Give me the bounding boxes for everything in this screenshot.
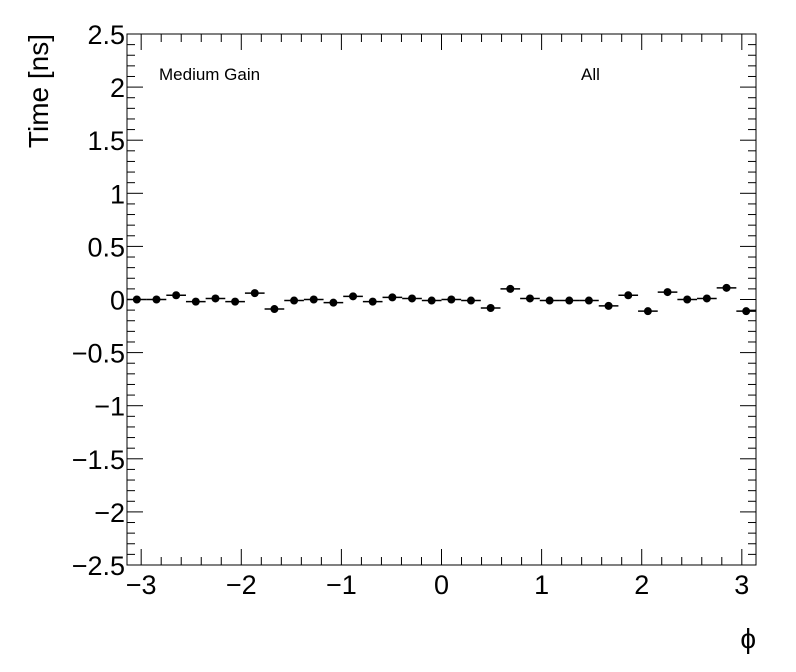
x-tick-label: 2 (634, 570, 649, 600)
annotation-selection: All (581, 65, 600, 84)
data-points (127, 283, 756, 316)
marker (604, 301, 613, 310)
x-tick-label: −2 (226, 570, 257, 600)
marker (152, 295, 161, 304)
marker (231, 297, 240, 306)
marker (211, 294, 220, 303)
y-tick-label: 2 (110, 73, 125, 103)
y-tick-label: −1 (94, 392, 125, 422)
data-point (362, 297, 383, 306)
y-tick-label: 0 (110, 286, 125, 316)
y-axis-title: Time [ns] (23, 34, 54, 148)
y-tick-label: 1 (110, 179, 125, 209)
data-point (244, 289, 265, 298)
data-point (461, 296, 481, 305)
marker (250, 289, 259, 298)
data-point (382, 293, 403, 302)
marker (349, 292, 358, 301)
y-tick-label: −2.5 (72, 551, 125, 581)
data-point (598, 301, 619, 310)
data-point (343, 292, 363, 301)
data-point (638, 307, 658, 316)
data-point (264, 305, 285, 314)
annotation-gain: Medium Gain (159, 65, 260, 84)
y-tick-label: 2.5 (87, 20, 125, 50)
marker (624, 291, 633, 300)
x-tick-label: −3 (126, 570, 157, 600)
y-tick-label: 1.5 (87, 126, 125, 156)
data-point (441, 295, 462, 304)
marker (722, 283, 731, 292)
data-point (166, 291, 186, 300)
data-point (225, 297, 245, 306)
data-point (146, 295, 167, 304)
data-point (677, 295, 698, 304)
y-tick-labels: −2.5 −2 −1.5 −1 −0.5 0 0.5 1 1.5 2 2.5 (72, 20, 125, 581)
marker (329, 298, 338, 307)
marker (388, 293, 397, 302)
marker (290, 296, 299, 305)
marker (172, 291, 181, 300)
marker (191, 297, 200, 306)
y-tick-label: 0.5 (87, 232, 125, 262)
x-tick-label: 1 (534, 570, 549, 600)
marker (309, 295, 318, 304)
data-point (185, 297, 206, 306)
x-tick-label: 0 (434, 570, 449, 600)
marker (525, 294, 534, 303)
x-axis-title: ϕ (740, 623, 756, 654)
data-point (579, 296, 599, 305)
marker (643, 307, 652, 316)
marker (132, 295, 141, 304)
data-point (284, 296, 304, 305)
data-point (303, 295, 324, 304)
data-point (736, 307, 756, 316)
data-point (618, 291, 639, 300)
marker (506, 284, 515, 293)
y-tick-label: −1.5 (72, 445, 125, 475)
data-point (323, 298, 344, 307)
data-point (716, 283, 737, 292)
data-point (500, 284, 521, 293)
marker (486, 303, 495, 312)
marker (447, 295, 456, 304)
marker (584, 296, 593, 305)
marker (270, 305, 279, 314)
data-point (205, 294, 226, 303)
x-tick-label: 3 (734, 570, 749, 600)
marker (702, 294, 711, 303)
marker (663, 288, 672, 297)
y-tick-label: −0.5 (72, 339, 125, 369)
marker (427, 296, 436, 305)
x-tick-labels: −3 −2 −1 0 1 2 3 (126, 570, 750, 600)
marker (565, 296, 574, 305)
marker (408, 294, 417, 303)
data-point (402, 294, 422, 303)
data-point (480, 303, 501, 312)
x-tick-label: −1 (326, 570, 357, 600)
data-point (539, 296, 560, 305)
data-point (657, 288, 678, 297)
marker (683, 295, 692, 304)
data-point (559, 296, 580, 305)
marker (545, 296, 554, 305)
data-point (697, 294, 717, 303)
y-tick-label: −2 (94, 498, 125, 528)
plot-frame (126, 33, 757, 566)
marker (368, 297, 377, 306)
data-point (421, 296, 442, 305)
axis-ticks (127, 33, 756, 566)
marker (466, 296, 475, 305)
data-point (127, 295, 147, 304)
marker (742, 307, 751, 316)
data-point (520, 294, 540, 303)
